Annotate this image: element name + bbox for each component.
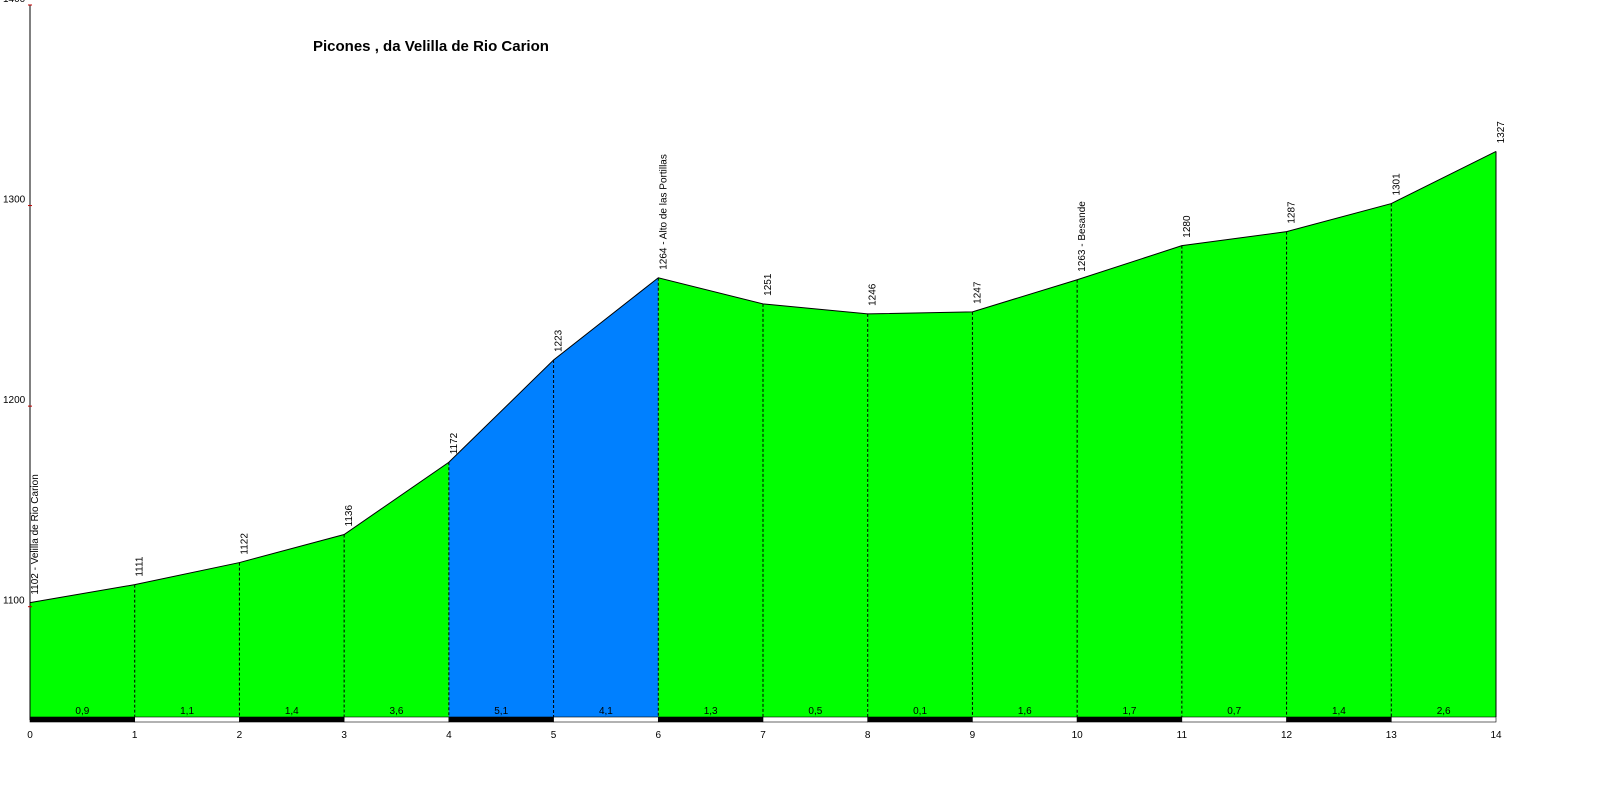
gradient-label-13: 2,6 — [1437, 706, 1451, 717]
gradient-label-3: 3,6 — [390, 706, 404, 717]
y-axis-ticks: 1100 1200 1300 1400 — [3, 0, 32, 608]
x-tick-label-11: 11 — [1177, 730, 1188, 741]
point-label-2: 1122 — [239, 533, 250, 555]
gradient-label-10: 1,7 — [1123, 706, 1137, 717]
profile-segment-8 — [867, 311, 973, 717]
profile-segment-10 — [1077, 245, 1182, 717]
point-label-10: 1263 - Besande — [1077, 201, 1088, 272]
point-label-3: 1136 — [344, 505, 355, 527]
scale-bar-segment-11 — [1181, 716, 1287, 723]
profile-segment-0 — [30, 584, 135, 717]
scale-bar-segment-3 — [343, 716, 450, 723]
profile-segment-5 — [553, 277, 659, 717]
point-label-1: 1111 — [135, 556, 146, 576]
gradient-label-5: 4,1 — [599, 706, 613, 717]
point-label-5: 1223 — [554, 329, 565, 352]
profile-segment-11 — [1181, 231, 1287, 717]
profile-segment-2 — [239, 534, 345, 717]
scale-bar-segment-8 — [867, 716, 973, 723]
point-label-11: 1280 — [1182, 215, 1193, 238]
x-tick-label-14: 14 — [1490, 730, 1502, 741]
scale-bar-segment-1 — [134, 716, 240, 723]
x-tick-label-1: 1 — [132, 730, 138, 741]
profile-segment-13 — [1391, 151, 1496, 718]
point-label-4: 1172 — [449, 432, 460, 454]
gradient-label-8: 0,1 — [913, 706, 927, 717]
profile-segment-1 — [134, 562, 240, 717]
gradient-label-2: 1,4 — [285, 706, 299, 717]
x-tick-label-13: 13 — [1386, 730, 1398, 741]
scale-bar-segment-2 — [239, 716, 345, 723]
scale-bar-segment-13 — [1390, 716, 1497, 723]
gradient-label-9: 1,6 — [1018, 706, 1032, 717]
y-tick-label-1: 1200 — [3, 395, 26, 406]
x-tick-label-0: 0 — [27, 730, 33, 741]
scale-bar-segment-7 — [762, 716, 869, 723]
x-tick-label-12: 12 — [1281, 730, 1293, 741]
x-tick-label-10: 10 — [1072, 730, 1084, 741]
segment-dividers — [134, 203, 1392, 717]
point-label-13: 1301 — [1391, 173, 1402, 196]
gradient-labels: 0,9 1,1 1,4 3,6 5,1 4,1 1,3 0,5 0,1 1,6 1,7 0,7 1,4 2… — [75, 706, 1451, 717]
point-labels: 1102 - Velilla de Rio Carion 1111 1122 1136… — [30, 121, 1507, 595]
x-tick-label-9: 9 — [970, 730, 976, 741]
x-tick-label-3: 3 — [341, 730, 347, 741]
profile-segment-9 — [972, 279, 1078, 717]
point-label-0: 1102 - Velilla de Rio Carion — [30, 474, 41, 594]
profile-segments — [29, 150, 1497, 718]
x-tick-label-4: 4 — [446, 730, 452, 741]
point-label-9: 1247 — [972, 281, 983, 304]
profile-segment-3 — [344, 462, 449, 717]
x-tick-label-8: 8 — [865, 730, 871, 741]
chart-title: Picones , da Velilla de Rio Carion — [313, 38, 549, 55]
gradient-label-11: 0,7 — [1227, 706, 1241, 717]
profile-segment-12 — [1286, 203, 1392, 717]
gradient-label-4: 5,1 — [494, 706, 508, 717]
y-tick-label-3: 1400 — [3, 0, 26, 5]
point-label-8: 1246 — [868, 283, 879, 306]
distance-scale-bar — [29, 716, 1497, 723]
point-label-14: 1327 — [1496, 121, 1507, 144]
point-label-6: 1264 - Alto de las Portillas — [658, 154, 669, 270]
gradient-label-12: 1,4 — [1332, 706, 1346, 717]
profile-segment-6 — [658, 277, 763, 717]
scale-bar-segment-0 — [29, 716, 136, 723]
profile-segment-4 — [448, 359, 554, 717]
x-tick-label-7: 7 — [760, 730, 766, 741]
y-tick-label-0: 1100 — [3, 596, 25, 607]
scale-bar-segment-6 — [657, 716, 764, 723]
x-tick-label-6: 6 — [656, 730, 662, 741]
profile-segment-7 — [763, 303, 868, 717]
scale-bar-segment-5 — [553, 716, 659, 723]
gradient-label-0: 0,9 — [75, 706, 89, 717]
scale-bar-segment-9 — [972, 716, 1078, 723]
point-label-12: 1287 — [1287, 201, 1298, 224]
scale-bar-segment-12 — [1286, 716, 1392, 723]
gradient-label-1: 1,1 — [180, 706, 194, 717]
scale-bar-segment-10 — [1076, 716, 1183, 723]
y-tick-label-2: 1300 — [3, 195, 26, 206]
point-label-7: 1251 — [763, 273, 774, 296]
scale-bar-segment-4 — [448, 716, 554, 723]
gradient-label-6: 1,3 — [704, 706, 718, 717]
gradient-label-7: 0,5 — [808, 706, 822, 717]
x-axis-ticks: 0 1 2 3 4 5 6 7 8 9 10 11 12 13 14 — [27, 730, 1502, 741]
x-tick-label-2: 2 — [237, 730, 243, 741]
x-tick-label-5: 5 — [551, 730, 557, 741]
